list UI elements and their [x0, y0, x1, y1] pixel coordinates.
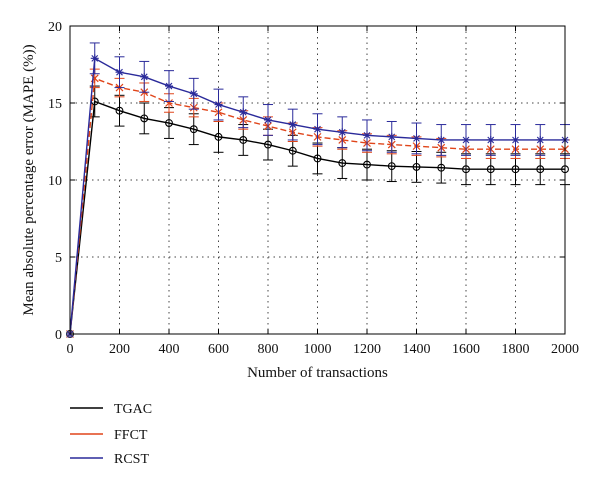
- y-tick-label: 10: [48, 174, 62, 189]
- x-tick-label: 1400: [403, 342, 431, 357]
- data-point: [115, 106, 124, 115]
- series-rcst: [66, 42, 570, 338]
- legend: TGAC FFCT RCST: [70, 402, 152, 467]
- data-point: [462, 135, 470, 144]
- data-point: [140, 72, 149, 81]
- data-point: [387, 132, 396, 141]
- x-tick-label: 0: [67, 342, 74, 357]
- series-line: [69, 100, 565, 335]
- data-point: [462, 165, 470, 174]
- data-point: [338, 159, 347, 168]
- data-point: [363, 160, 371, 169]
- data-point: [264, 115, 272, 124]
- x-tick-label: 1000: [304, 342, 332, 357]
- x-tick-label: 1600: [452, 342, 480, 357]
- y-tick-label: 15: [48, 97, 62, 112]
- x-tick-label: 400: [159, 342, 180, 357]
- legend-label-ffct: FFCT: [114, 428, 148, 443]
- data-point: [214, 132, 223, 141]
- data-point: [239, 108, 248, 117]
- data-point: [189, 89, 198, 98]
- legend-label-tgac: TGAC: [114, 402, 152, 417]
- data-point: [536, 165, 545, 174]
- data-point: [140, 114, 149, 123]
- data-point: [214, 100, 223, 109]
- data-point: [412, 134, 421, 143]
- data-point: [165, 99, 173, 107]
- y-tick-label: 20: [48, 20, 62, 35]
- data-point: [486, 135, 495, 144]
- data-point: [288, 146, 297, 155]
- data-point: [239, 136, 248, 144]
- x-tick-label: 200: [109, 342, 130, 357]
- y-tick-label: 0: [55, 328, 62, 343]
- series-tgac: [66, 85, 570, 338]
- data-point: [189, 125, 198, 134]
- data-point: [412, 162, 421, 171]
- data-point: [313, 125, 322, 134]
- y-tick-label: 5: [55, 251, 62, 266]
- x-tick-label: 800: [258, 342, 279, 357]
- data-point: [313, 154, 322, 163]
- data-point: [437, 163, 446, 172]
- data-point: [115, 68, 124, 77]
- data-point: [165, 82, 173, 91]
- x-tick-label: 1800: [502, 342, 530, 357]
- x-tick-label: 1200: [353, 342, 381, 357]
- data-point: [387, 162, 396, 171]
- x-tick-label: 600: [208, 342, 229, 357]
- x-tick-label: 2000: [551, 342, 579, 357]
- data-point: [288, 120, 297, 129]
- series-layer: [66, 42, 570, 338]
- data-point: [437, 135, 446, 144]
- data-point: [511, 165, 520, 174]
- series-ffct: [66, 68, 570, 338]
- legend-label-rcst: RCST: [114, 452, 149, 467]
- data-point: [90, 54, 99, 63]
- data-point: [486, 165, 495, 174]
- data-point: [264, 140, 272, 149]
- data-point: [363, 131, 371, 140]
- data-point: [165, 119, 173, 127]
- tick-layer: 0 200 400 600 800 1000 1200 1400 1600 1800 2000 0 5 1…: [48, 20, 579, 357]
- y-axis-title: Mean absolute percentage error (MAPE (%)…: [21, 44, 37, 315]
- x-axis-title: Number of transactions: [247, 365, 388, 381]
- data-point: [338, 128, 347, 137]
- data-point: [536, 135, 545, 144]
- data-point: [511, 135, 520, 144]
